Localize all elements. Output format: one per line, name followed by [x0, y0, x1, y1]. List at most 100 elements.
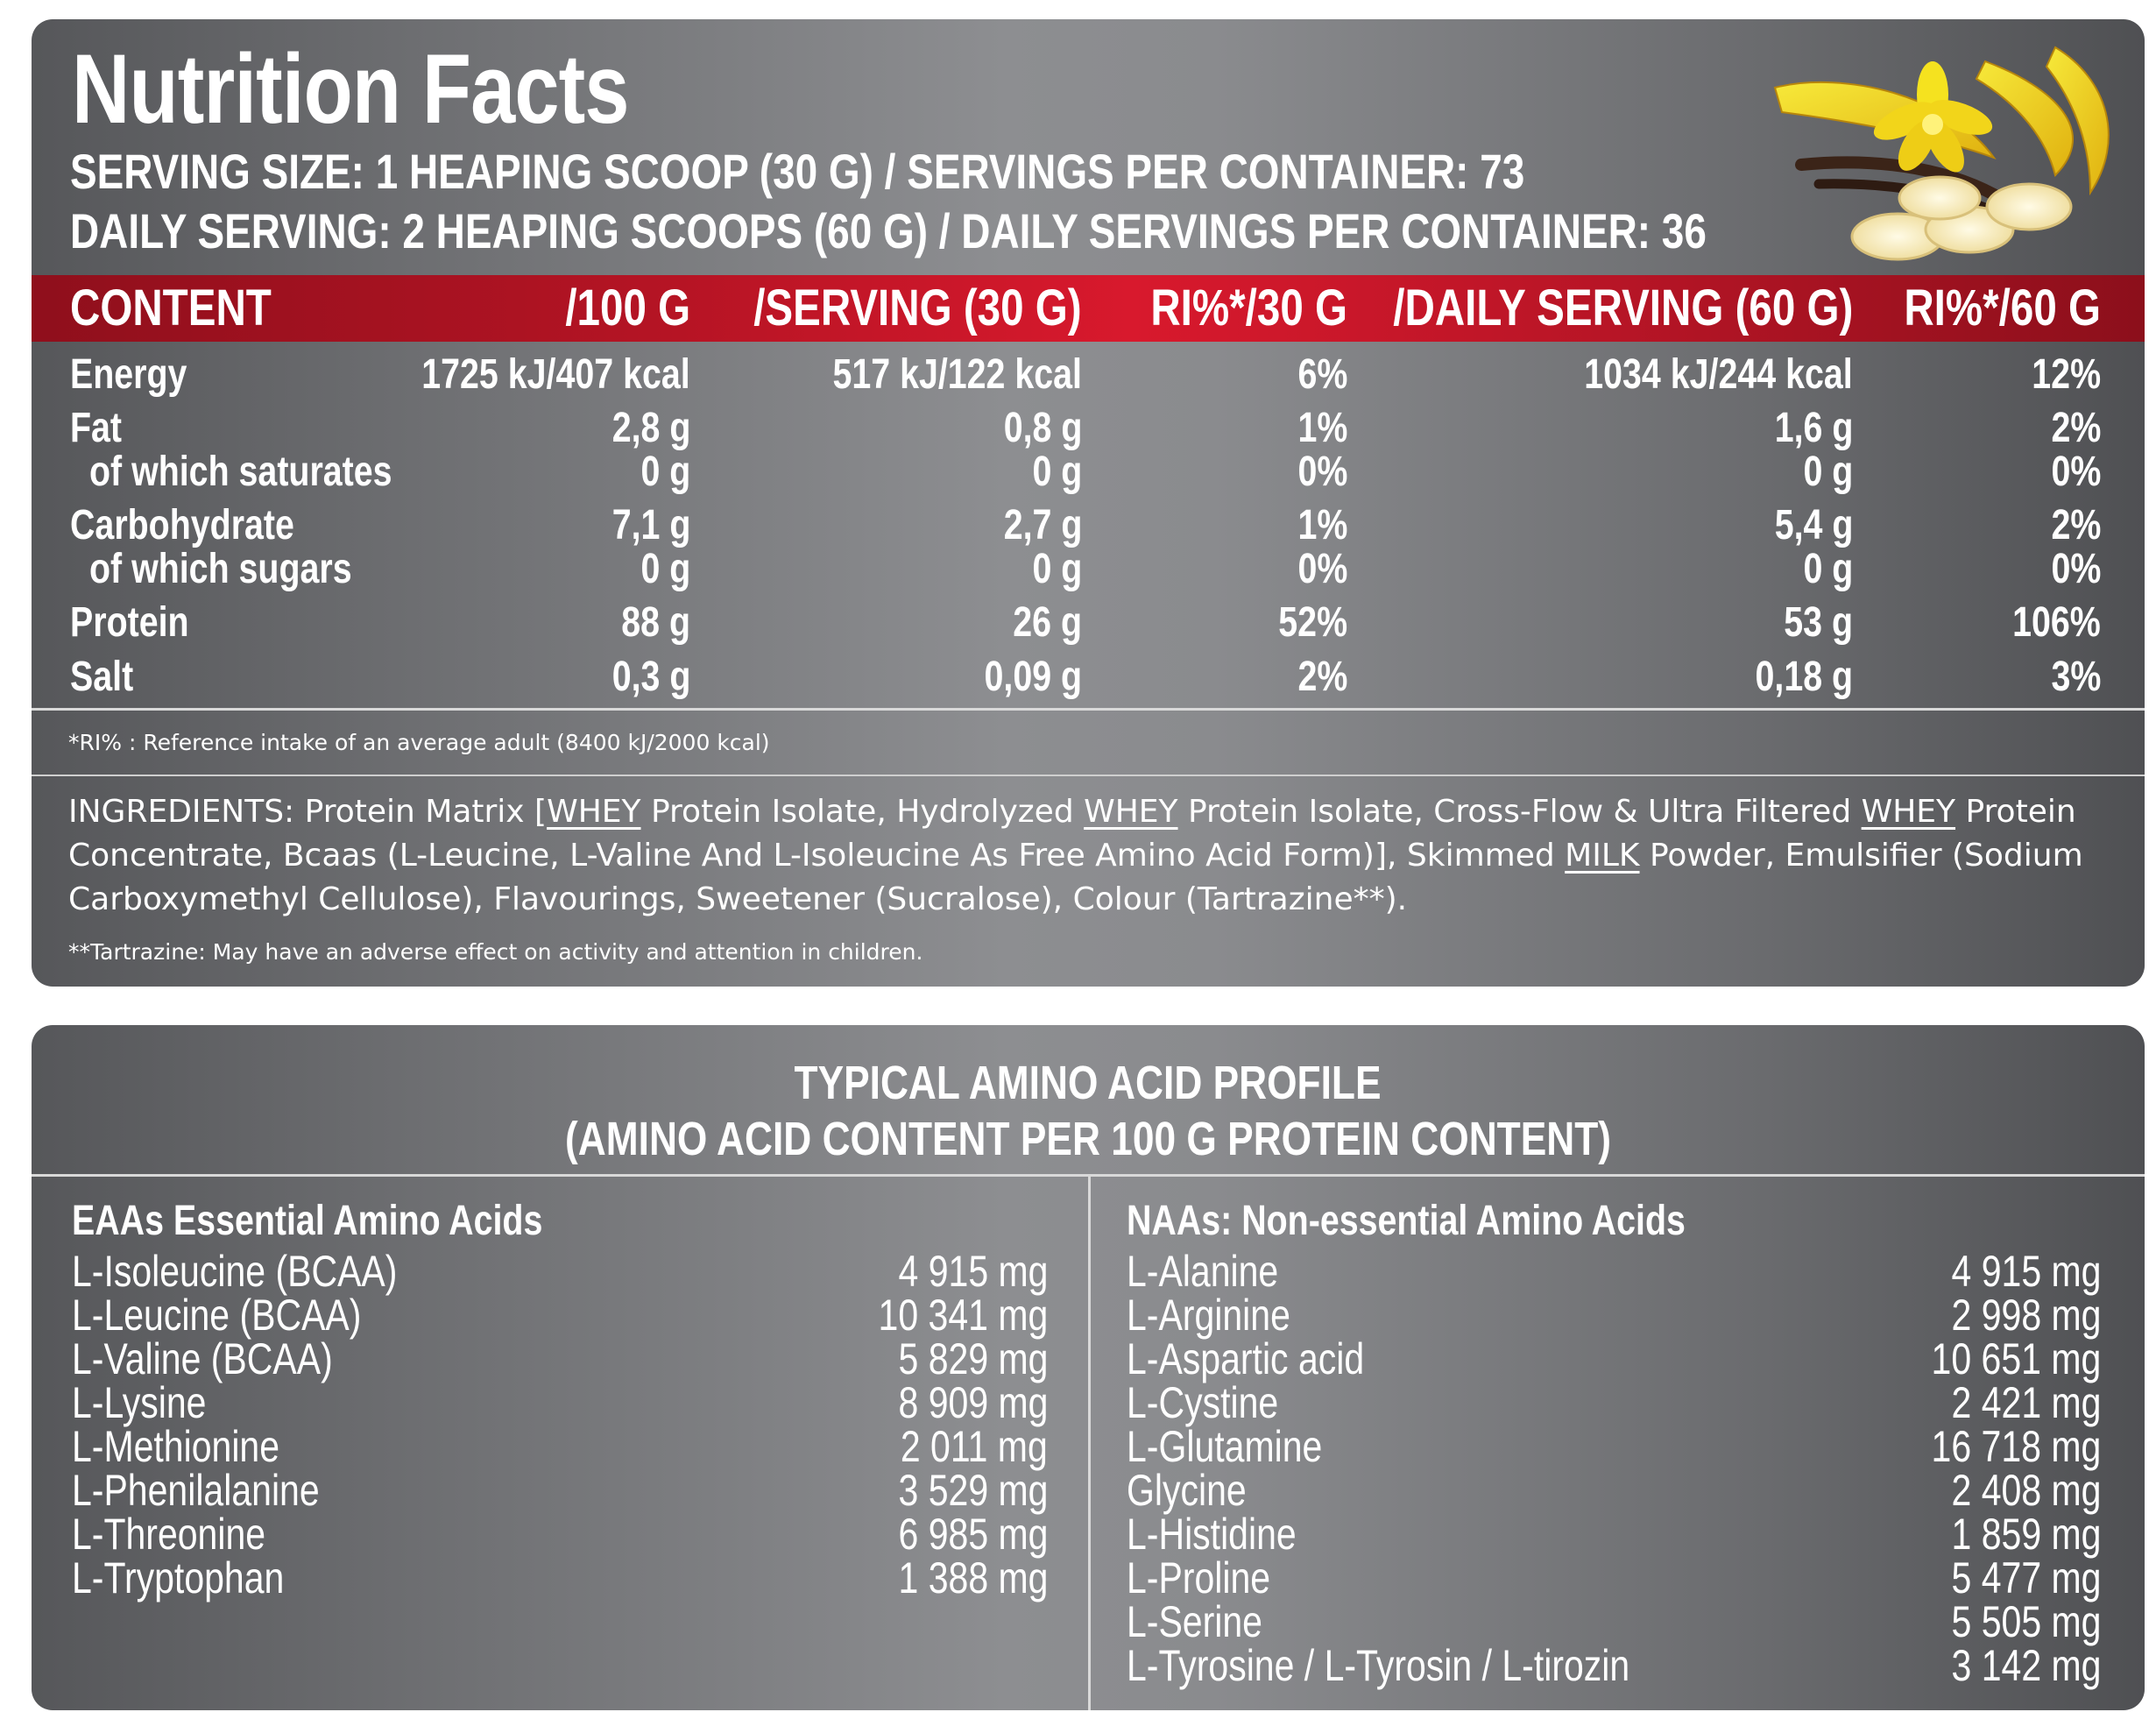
- profile-divider: [32, 1174, 2145, 1177]
- value-per-serving: 26 g: [1013, 599, 1082, 646]
- list-item: L-Phenilalanine 3 529 mg: [72, 1468, 1048, 1512]
- value-ri-60g: 2%: [2051, 502, 2101, 548]
- tartrazine-footnote: **Tartrazine: May have an adverse effect…: [68, 939, 923, 965]
- value-ri-30g: 0%: [1297, 546, 1347, 592]
- row-label: Fat: [70, 405, 123, 451]
- amino-name: L-Proline: [1127, 1553, 1271, 1602]
- amino-name: L-Threonine: [72, 1510, 266, 1559]
- amino-value: 6 985 mg: [898, 1510, 1048, 1559]
- amino-name: L-Leucine (BCAA): [72, 1291, 362, 1340]
- value-ri-30g: 2%: [1297, 654, 1347, 700]
- header-per-serving: /SERVING (30 G): [753, 279, 1082, 336]
- amino-name: L-Tyrosine / L-Tyrosin / L-tirozin: [1127, 1641, 1630, 1690]
- value-per-serving: 2,7 g: [1003, 502, 1082, 548]
- amino-name: L-Alanine: [1127, 1247, 1279, 1296]
- row-label: Energy: [70, 351, 187, 398]
- amino-name: L-Histidine: [1127, 1510, 1297, 1559]
- amino-value: 5 477 mg: [1951, 1553, 2101, 1602]
- amino-value: 5 505 mg: [1951, 1597, 2101, 1646]
- value-ri-60g: 0%: [2051, 546, 2101, 592]
- value-ri-60g: 3%: [2051, 654, 2101, 700]
- amino-value: 10 341 mg: [878, 1291, 1048, 1340]
- amino-name: L-Cystine: [1127, 1378, 1279, 1427]
- amino-value: 10 651 mg: [1931, 1334, 2101, 1383]
- banana-vanilla-illustration: [1773, 46, 2110, 261]
- value-per-serving: 0,09 g: [984, 654, 1082, 700]
- amino-name: L-Lysine: [72, 1378, 207, 1427]
- list-item: L-Glutamine 16 718 mg: [1127, 1425, 2101, 1468]
- naa-list: L-Alanine 4 915 mg L-Arginine 2 998 mg L-A…: [1127, 1249, 2101, 1687]
- amino-value: 3 142 mg: [1951, 1641, 2101, 1690]
- header-per-100g: /100 G: [565, 279, 690, 336]
- value-daily-serving: 1,6 g: [1774, 405, 1853, 451]
- list-item: L-Tryptophan 1 388 mg: [72, 1556, 1048, 1600]
- amino-value: 2 011 mg: [901, 1422, 1048, 1471]
- ingredients-divider: [32, 775, 2145, 776]
- header-ri-60g: RI%*/60 G: [1904, 279, 2101, 336]
- naa-heading: NAAs: Non-essential Amino Acids: [1127, 1198, 1686, 1244]
- amino-name: L-Methionine: [72, 1422, 280, 1471]
- list-item: L-Alanine 4 915 mg: [1127, 1249, 2101, 1293]
- amino-name: L-Valine (BCAA): [72, 1334, 333, 1383]
- amino-name: L-Serine: [1127, 1597, 1262, 1646]
- serving-size: SERVING SIZE: 1 HEAPING SCOOP (30 G) / S…: [70, 144, 1525, 199]
- amino-name: L-Aspartic acid: [1127, 1334, 1365, 1383]
- value-daily-serving: 0 g: [1803, 546, 1853, 592]
- table-divider: [32, 708, 2145, 711]
- header-daily-serving: /DAILY SERVING (60 G): [1392, 279, 1853, 336]
- amino-value: 4 915 mg: [898, 1247, 1048, 1296]
- list-item: L-Threonine 6 985 mg: [72, 1512, 1048, 1556]
- eaa-heading: EAAs Essential Amino Acids: [72, 1198, 543, 1244]
- amino-name: L-Arginine: [1127, 1291, 1290, 1340]
- value-ri-60g: 2%: [2051, 405, 2101, 451]
- amino-value: 1 388 mg: [898, 1553, 1048, 1602]
- value-ri-60g: 12%: [2032, 351, 2101, 398]
- amino-profile-title: TYPICAL AMINO ACID PROFILE (AMINO ACID C…: [565, 1057, 1611, 1165]
- ri-footnote: *RI% : Reference intake of an average ad…: [68, 730, 770, 755]
- value-daily-serving: 0,18 g: [1755, 654, 1853, 700]
- list-item: L-Tyrosine / L-Tyrosin / L-tirozin 3 142 …: [1127, 1644, 2101, 1687]
- value-per-100g: 0 g: [640, 449, 690, 495]
- amino-name: L-Phenilalanine: [72, 1466, 320, 1515]
- page-title: Nutrition Facts: [72, 34, 630, 144]
- row-label: Protein: [70, 599, 189, 646]
- amino-value: 1 859 mg: [1951, 1510, 2101, 1559]
- amino-name: Glycine: [1127, 1466, 1247, 1515]
- amino-name: L-Glutamine: [1127, 1422, 1323, 1471]
- amino-value: 5 829 mg: [898, 1334, 1048, 1383]
- value-daily-serving: 53 g: [1784, 599, 1853, 646]
- amino-value: 16 718 mg: [1931, 1422, 2101, 1471]
- header-content: CONTENT: [70, 279, 272, 336]
- nutrition-facts-panel: Nutrition Facts SERVING SIZE: 1 HEAPING …: [32, 19, 2145, 987]
- value-ri-30g: 0%: [1297, 449, 1347, 495]
- value-per-serving: 0,8 g: [1003, 405, 1082, 451]
- list-item: L-Isoleucine (BCAA) 4 915 mg: [72, 1249, 1048, 1293]
- eaa-list: L-Isoleucine (BCAA) 4 915 mg L-Leucine (B…: [72, 1249, 1048, 1600]
- value-per-100g: 0,3 g: [611, 654, 690, 700]
- row-label: of which saturates: [89, 449, 392, 495]
- value-per-100g: 7,1 g: [611, 502, 690, 548]
- value-ri-30g: 1%: [1297, 405, 1347, 451]
- list-item: L-Serine 5 505 mg: [1127, 1600, 2101, 1644]
- amino-name: L-Tryptophan: [72, 1553, 285, 1602]
- amino-value: 4 915 mg: [1951, 1247, 2101, 1296]
- list-item: L-Methionine 2 011 mg: [72, 1425, 1048, 1468]
- list-item: Glycine 2 408 mg: [1127, 1468, 2101, 1512]
- row-label: of which sugars: [89, 546, 352, 592]
- value-per-serving: 0 g: [1032, 546, 1082, 592]
- value-ri-30g: 52%: [1278, 599, 1347, 646]
- row-label: Carbohydrate: [70, 502, 294, 548]
- value-ri-30g: 6%: [1297, 351, 1347, 398]
- value-per-100g: 2,8 g: [611, 405, 690, 451]
- amino-name: L-Isoleucine (BCAA): [72, 1247, 398, 1296]
- list-item: L-Lysine 8 909 mg: [72, 1381, 1048, 1425]
- daily-serving: DAILY SERVING: 2 HEAPING SCOOPS (60 G) /…: [70, 203, 1707, 258]
- value-daily-serving: 0 g: [1803, 449, 1853, 495]
- value-daily-serving: 5,4 g: [1774, 502, 1853, 548]
- amino-acid-profile-panel: TYPICAL AMINO ACID PROFILE (AMINO ACID C…: [32, 1025, 2145, 1710]
- list-item: L-Proline 5 477 mg: [1127, 1556, 2101, 1600]
- value-per-serving: 517 kJ/122 kcal: [832, 351, 1082, 398]
- value-daily-serving: 1034 kJ/244 kcal: [1584, 351, 1853, 398]
- amino-value: 2 998 mg: [1951, 1291, 2101, 1340]
- table-header-bar: CONTENT /100 G /SERVING (30 G) RI%*/30 G…: [32, 275, 2145, 342]
